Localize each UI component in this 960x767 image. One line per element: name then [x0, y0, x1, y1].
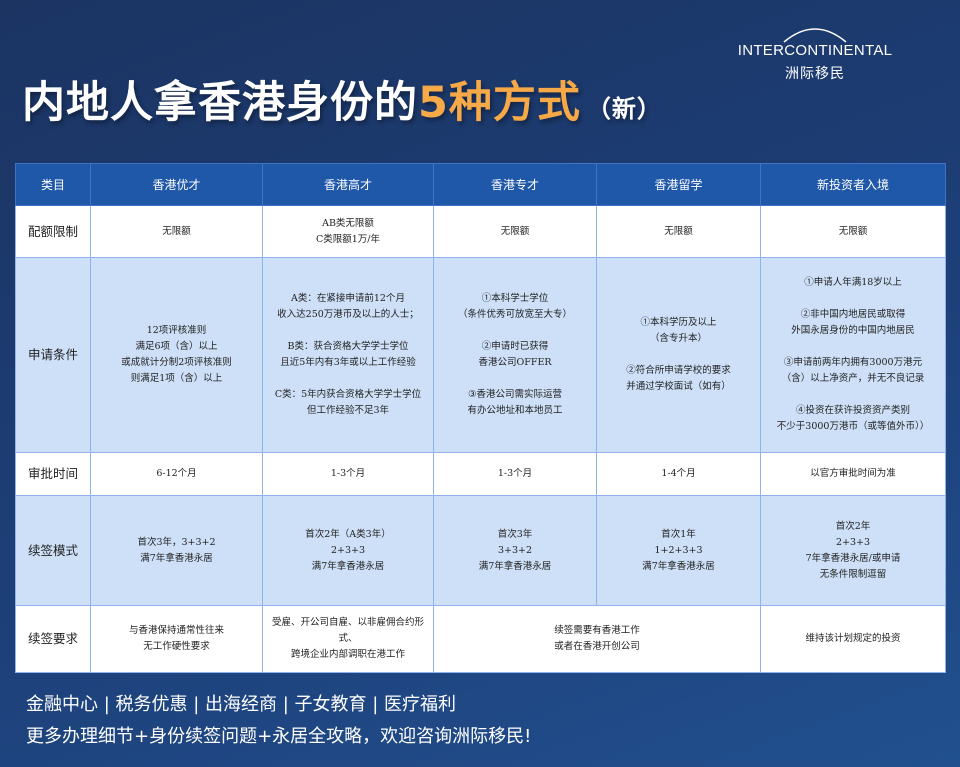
row-label: 续签要求 — [15, 605, 91, 673]
footer-cta: 更多办理细节+身份续签问题+永居全攻略，欢迎咨询洲际移民! — [26, 726, 532, 747]
intercontinental-logo: INTERCONTINENTAL 洲际移民 — [720, 22, 910, 83]
table-cell: 受雇、开公司自雇、以非雇佣合约形式、 跨境企业内部调职在港工作 — [262, 605, 434, 673]
table-header-row: 类目 香港优才 香港高才 香港专才 香港留学 新投资者入境 — [15, 163, 946, 206]
table-cell: 维持该计划规定的投资 — [760, 605, 946, 673]
header-gep: 香港专才 — [433, 163, 597, 206]
comparison-table: 类目 香港优才 香港高才 香港专才 香港留学 新投资者入境 配额限制 无限额 A… — [15, 163, 946, 673]
table-cell: 首次1年 1+2+3+3 满7年拿香港永居 — [596, 495, 761, 606]
header-study: 香港留学 — [596, 163, 761, 206]
row-label: 申请条件 — [15, 257, 91, 453]
table-cell: 无限额 — [596, 205, 761, 258]
table-cell: 首次3年 3+3+2 满7年拿香港永居 — [433, 495, 597, 606]
table-cell: 首次3年，3+3+2 满7年拿香港永居 — [90, 495, 263, 606]
table-cell: 首次2年（A类3年） 2+3+3 满7年拿香港永居 — [262, 495, 434, 606]
table-cell: 6-12个月 — [90, 452, 263, 496]
table-cell: ①本科学历及以上 （含专升本） ②符合所申请学校的要求 并通过学校面试（如有） — [596, 257, 761, 453]
logo-text-cn: 洲际移民 — [785, 66, 845, 82]
table-cell: ①本科学士学位 （条件优秀可放宽至大专） ②申请时已获得 香港公司OFFER ③… — [433, 257, 597, 453]
table-cell: AB类无限额 C类限额1万/年 — [262, 205, 434, 258]
logo-text-en: INTERCONTINENTAL — [737, 42, 893, 59]
title-suffix: （新） — [586, 95, 662, 123]
table-cell: 1-3个月 — [433, 452, 597, 496]
table-cell: 无限额 — [433, 205, 597, 258]
footer-benefits: 金融中心 | 税务优惠 | 出海经商 | 子女教育 | 医疗福利 — [26, 694, 457, 715]
table-row: 审批时间 6-12个月 1-3个月 1-3个月 1-4个月 以官方审批时间为准 — [15, 452, 946, 496]
table-cell: 首次2年 2+3+3 7年拿香港永居/或申请 无条件限制逗留 — [760, 495, 946, 606]
logo-arc-icon — [783, 28, 847, 43]
table-cell: 1-4个月 — [596, 452, 761, 496]
header-investor: 新投资者入境 — [760, 163, 946, 206]
row-label: 续签模式 — [15, 495, 91, 606]
table-cell: 与香港保持通常性往来 无工作硬性要求 — [90, 605, 263, 673]
header-ttps: 香港高才 — [262, 163, 434, 206]
header-qmas: 香港优才 — [90, 163, 263, 206]
table-cell: 以官方审批时间为准 — [760, 452, 946, 496]
row-label: 配额限制 — [15, 205, 91, 258]
title-highlight: 5种方式 — [418, 78, 581, 128]
table-cell: 1-3个月 — [262, 452, 434, 496]
table-cell: ①申请人年满18岁以上 ②非中国内地居民或取得 外国永居身份的中国内地居民 ③申… — [760, 257, 946, 453]
table-cell: 无限额 — [760, 205, 946, 258]
table-cell: 无限额 — [90, 205, 263, 258]
table-row: 配额限制 无限额 AB类无限额 C类限额1万/年 无限额 无限额 无限额 — [15, 205, 946, 258]
title-main: 内地人拿香港身份的 — [22, 78, 418, 128]
table-row: 申请条件 12项评核准则 满足6项（含）以上 或成就计分制2项评核准则 则满足1… — [15, 257, 946, 453]
header-category: 类目 — [15, 163, 91, 206]
table-row: 续签模式 首次3年，3+3+2 满7年拿香港永居 首次2年（A类3年） 2+3+… — [15, 495, 946, 606]
table-cell-merged: 续签需要有香港工作 或者在香港开创公司 — [433, 605, 761, 673]
table-cell: A类：在紧接申请前12个月 收入达250万港币及以上的人士； B类：获合资格大学… — [262, 257, 434, 453]
row-label: 审批时间 — [15, 452, 91, 496]
table-row: 续签要求 与香港保持通常性往来 无工作硬性要求 受雇、开公司自雇、以非雇佣合约形… — [15, 605, 946, 673]
table-cell: 12项评核准则 满足6项（含）以上 或成就计分制2项评核准则 则满足1项（含）以… — [90, 257, 263, 453]
page-title: 内地人拿香港身份的5种方式 （新） — [22, 68, 662, 130]
